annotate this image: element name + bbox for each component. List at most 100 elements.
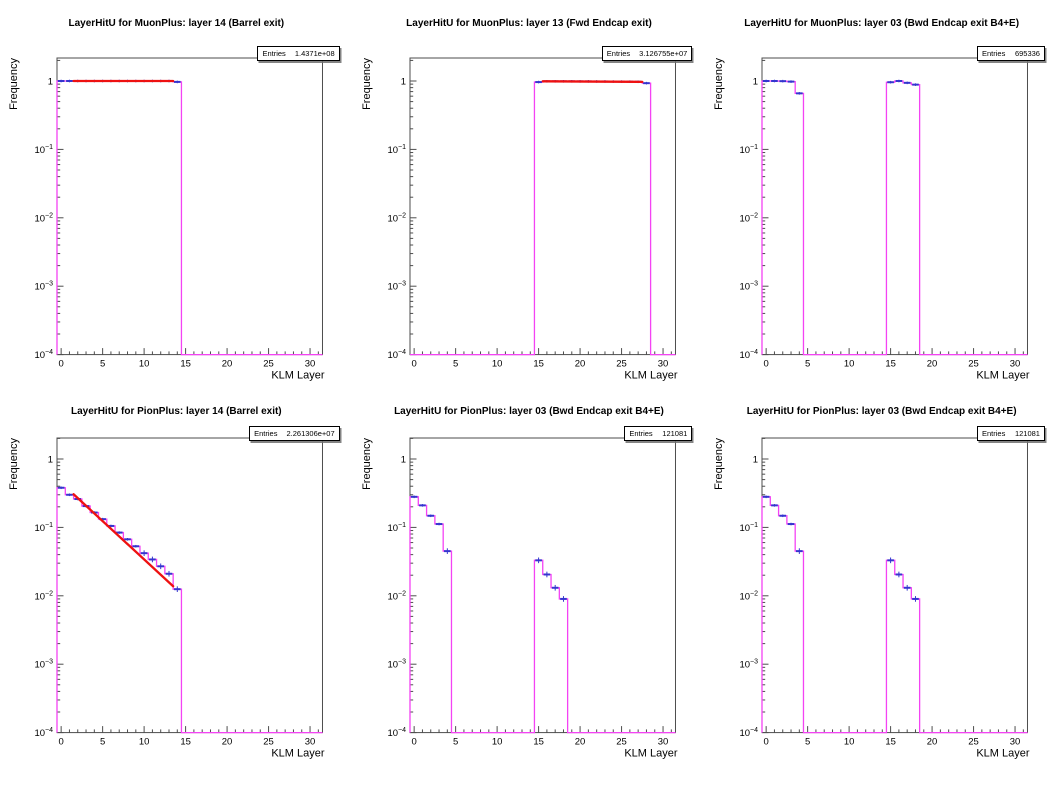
svg-text:0: 0 [59,359,64,370]
stats-box: Entries 121081 [976,426,1045,441]
plot-title: LayerHitU for PionPlus: layer 03 (Bwd En… [394,406,664,417]
svg-text:Frequency: Frequency [713,58,725,110]
svg-text:10: 10 [139,359,150,370]
plot-canvas: 0 5 10 15 20 25 30 1 10−1 10−2 10−3 10−4 Frequency KL… [361,57,677,382]
svg-text:5: 5 [453,359,458,370]
stats-box: Entries 2.261306e+07 [249,426,340,441]
entries-value: 121081 [1014,429,1040,438]
svg-text:10: 10 [844,737,855,748]
plot-title: LayerHitU for MuonPlus: layer 14 (Barrel… [68,18,285,29]
svg-text:10−4: 10−4 [740,349,759,361]
svg-text:10−4: 10−4 [34,349,53,361]
svg-text:1: 1 [753,77,758,88]
entries-value: 121081 [662,429,688,438]
stats-box: Entries 1.4371e+08 [257,46,340,61]
svg-text:10: 10 [139,737,150,748]
svg-text:KLM Layer: KLM Layer [271,748,324,760]
svg-text:10−2: 10−2 [387,212,406,224]
svg-text:15: 15 [180,359,191,370]
entries-value: 2.261306e+07 [286,429,335,438]
plot-canvas: 0 5 10 15 20 25 30 1 10−1 10−2 10−3 10−4 Frequency KL… [713,437,1030,760]
svg-text:30: 30 [1010,359,1021,370]
svg-text:KLM Layer: KLM Layer [271,370,324,382]
svg-text:0: 0 [59,737,64,748]
plot-muonplus-layer14-barrel-exit: 0 5 10 15 20 25 30 1 10−1 10−2 10−3 10−4 Frequency KL… [0,0,353,397]
svg-text:10−2: 10−2 [387,590,406,602]
svg-text:KLM Layer: KLM Layer [624,748,677,760]
svg-text:10−3: 10−3 [740,659,759,671]
svg-text:30: 30 [657,359,668,370]
svg-text:10−2: 10−2 [34,590,53,602]
svg-text:20: 20 [927,737,938,748]
entries-label: Entries [981,49,1006,58]
svg-text:KLM Layer: KLM Layer [977,748,1030,760]
plot-muonplus-layer13-fwd-endcap-exit: 0 5 10 15 20 25 30 1 10−1 10−2 10−3 10−4 Frequency KL… [353,0,706,397]
plot-title: LayerHitU for MuonPlus: layer 03 (Bwd En… [744,18,1020,29]
svg-text:1: 1 [48,455,53,466]
svg-text:30: 30 [1010,737,1021,748]
svg-text:10−4: 10−4 [387,727,406,739]
svg-text:Frequency: Frequency [8,58,20,110]
svg-text:10−1: 10−1 [34,522,53,534]
svg-text:Frequency: Frequency [361,58,373,110]
svg-text:10−3: 10−3 [740,281,759,293]
plot-pionplus-layer14-barrel-exit: 0 5 10 15 20 25 30 1 10−1 10−2 10−3 10−4 Frequency KL… [0,397,353,794]
svg-text:30: 30 [305,737,316,748]
svg-text:Frequency: Frequency [8,438,20,490]
svg-text:10−3: 10−3 [34,659,53,671]
svg-text:25: 25 [969,737,980,748]
svg-text:15: 15 [886,737,897,748]
svg-text:15: 15 [533,737,544,748]
svg-text:20: 20 [574,359,585,370]
svg-text:Frequency: Frequency [361,438,373,490]
svg-text:10−4: 10−4 [34,727,53,739]
svg-text:1: 1 [753,455,758,466]
svg-text:20: 20 [222,359,233,370]
entries-label: Entries [981,429,1006,438]
svg-text:15: 15 [180,737,191,748]
svg-text:25: 25 [969,359,980,370]
svg-text:10−1: 10−1 [387,522,406,534]
entries-label: Entries [254,429,278,438]
svg-text:10−1: 10−1 [740,522,759,534]
svg-text:10−3: 10−3 [387,281,406,293]
plot-canvas: 0 5 10 15 20 25 30 1 10−1 10−2 10−3 10−4 Frequency KL… [8,57,325,382]
plot-title: LayerHitU for PionPlus: layer 14 (Barrel… [71,406,282,417]
svg-text:10: 10 [844,359,855,370]
svg-text:Frequency: Frequency [713,438,725,490]
svg-text:20: 20 [222,737,233,748]
plot-title: LayerHitU for PionPlus: layer 03 (Bwd En… [746,406,1017,417]
entries-value: 3.126755e+07 [639,49,688,58]
plot-canvas: 0 5 10 15 20 25 30 1 10−1 10−2 10−3 10−4 Frequency KL… [361,437,677,760]
svg-text:1: 1 [400,77,405,88]
svg-text:5: 5 [100,359,105,370]
svg-text:30: 30 [657,737,668,748]
plot-canvas: 0 5 10 15 20 25 30 1 10−1 10−2 10−3 10−4 Frequency KL… [8,437,325,760]
plot-canvas: 0 5 10 15 20 25 30 1 10−1 10−2 10−3 10−4 Frequency KL… [713,57,1030,382]
entries-value: 1.4371e+08 [294,49,335,58]
svg-text:10: 10 [491,359,502,370]
svg-text:5: 5 [805,359,810,370]
svg-text:25: 25 [263,737,274,748]
stats-box: Entries 695336 [976,46,1045,61]
svg-text:10: 10 [491,737,502,748]
svg-text:0: 0 [764,359,769,370]
svg-text:30: 30 [305,359,316,370]
svg-text:0: 0 [764,737,769,748]
svg-text:15: 15 [533,359,544,370]
svg-text:10−1: 10−1 [387,144,406,156]
entries-value: 695336 [1014,49,1040,58]
entries-label: Entries [262,49,286,58]
svg-text:10−1: 10−1 [740,144,759,156]
svg-text:10−2: 10−2 [740,212,759,224]
svg-text:10−4: 10−4 [387,349,406,361]
plot-pionplus-layer03-bwd-endcap-exit-b: 0 5 10 15 20 25 30 1 10−1 10−2 10−3 10−4 Frequency KL… [705,397,1058,794]
svg-text:5: 5 [453,737,458,748]
svg-text:20: 20 [927,359,938,370]
svg-text:25: 25 [263,359,274,370]
plot-title: LayerHitU for MuonPlus: layer 13 (Fwd En… [406,18,652,29]
svg-text:1: 1 [48,77,53,88]
svg-text:0: 0 [411,737,416,748]
svg-text:10−4: 10−4 [740,727,759,739]
